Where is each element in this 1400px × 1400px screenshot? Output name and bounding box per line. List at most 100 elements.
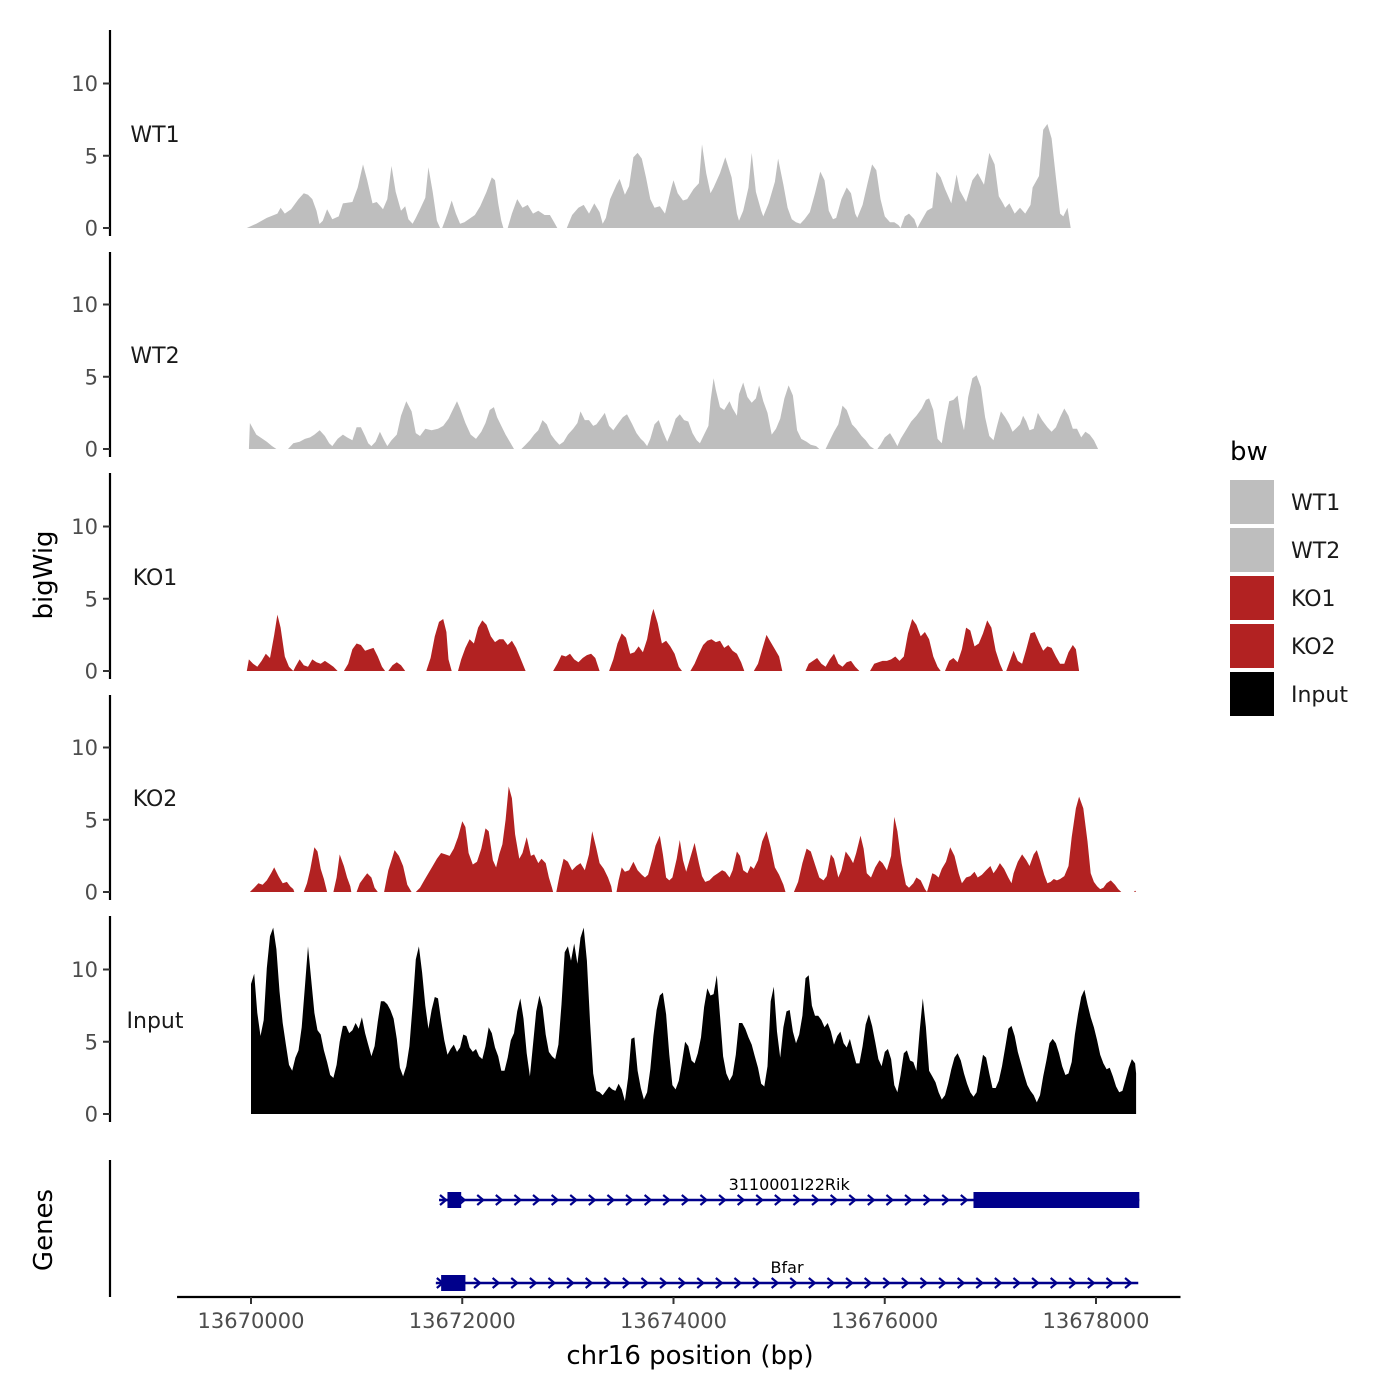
strand-arrow [529, 1277, 538, 1289]
gene-exon [973, 1192, 1140, 1208]
track-label: Input [127, 1009, 184, 1034]
y-tick-label: 0 [85, 660, 98, 684]
legend-label: KO2 [1291, 635, 1336, 660]
strand-arrow [662, 1194, 671, 1206]
strand-arrow [643, 1194, 653, 1206]
strand-arrow [848, 1194, 857, 1206]
strand-arrow [677, 1277, 687, 1289]
strand-arrow [625, 1194, 634, 1206]
y-axis-title: bigWig [29, 530, 59, 619]
y-tick-label: 0 [85, 217, 98, 241]
signal-area-input [251, 927, 1137, 1114]
tracks-layer: 0 5 10 WT1 0 5 10 WT2 0 5 10 KO1 0 5 10 KO2 0 5 10 Input [71, 30, 1137, 1127]
x-tick-label: 13674000 [620, 1309, 727, 1333]
strand-arrow [863, 1277, 873, 1289]
strand-arrow [885, 1194, 895, 1206]
track-wt1: 0 5 10 WT1 [71, 30, 1071, 241]
x-axis: 13670000 13672000 13674000 13676000 13678000 [177, 1295, 1181, 1333]
strand-arrow [811, 1194, 820, 1206]
strand-arrow [941, 1194, 950, 1206]
gene-exon [447, 1192, 462, 1208]
track-ko2: 0 5 10 KO2 [71, 695, 1137, 905]
strand-arrow [566, 1277, 575, 1289]
strand-arrow [919, 1277, 929, 1289]
strand-arrow [792, 1194, 802, 1206]
legend-title: bw [1230, 437, 1268, 467]
gene-bfar: Bfar [435, 1258, 1139, 1291]
strand-arrow [603, 1277, 612, 1289]
strand-arrow [826, 1277, 836, 1289]
strand-arrow [491, 1277, 501, 1289]
strand-arrow [882, 1277, 891, 1289]
gene-exon [441, 1275, 466, 1291]
strand-arrow [659, 1277, 668, 1289]
legend: bw WT1 WT2 KO1 KO2 Input [1230, 437, 1348, 716]
strand-arrow [640, 1277, 650, 1289]
strand-arrow [550, 1194, 560, 1206]
strand-arrow [1068, 1277, 1077, 1289]
y-tick-label: 10 [71, 72, 98, 96]
y-tick-label: 5 [85, 144, 98, 168]
strand-arrow [699, 1194, 709, 1206]
strand-arrow [960, 1194, 969, 1206]
strand-arrow [845, 1277, 854, 1289]
strand-arrow [975, 1277, 984, 1289]
strand-arrow [1105, 1277, 1115, 1289]
strand-arrow [1124, 1277, 1133, 1289]
signal-area-ko1 [246, 608, 1080, 671]
y-tick-label: 0 [85, 881, 98, 905]
strand-arrow [513, 1194, 523, 1206]
strand-arrow [718, 1194, 727, 1206]
strand-arrow [696, 1277, 705, 1289]
track-label: WT1 [130, 123, 179, 148]
strand-arrow [1087, 1277, 1096, 1289]
legend-label: WT2 [1291, 539, 1340, 564]
legend-key-ko2 [1230, 624, 1274, 668]
y-tick-label: 0 [85, 438, 98, 462]
strand-arrow [588, 1194, 597, 1206]
track-ko1: 0 5 10 KO1 [71, 473, 1080, 684]
strand-arrow [904, 1194, 913, 1206]
y-tick-label: 5 [85, 808, 98, 832]
y-tick-label: 10 [71, 293, 98, 317]
y-tick-label: 10 [71, 958, 98, 982]
y-tick-label: 10 [71, 736, 98, 760]
strand-arrow [439, 1194, 448, 1206]
strand-arrow [569, 1194, 578, 1206]
strand-arrow [495, 1194, 504, 1206]
gene-3110001i22rik: 3110001I22Rik [439, 1175, 1140, 1208]
strand-arrow [1049, 1277, 1059, 1289]
gene-label: 3110001I22Rik [729, 1175, 851, 1194]
signal-area-wt2 [248, 375, 1099, 449]
legend-key-ko1 [1230, 576, 1274, 620]
strand-arrow [755, 1194, 764, 1206]
strand-arrow [606, 1194, 616, 1206]
strand-arrow [752, 1277, 761, 1289]
y-tick-label: 0 [85, 1103, 98, 1127]
genes-axis-title: Genes [29, 1189, 59, 1271]
track-label: KO2 [133, 787, 178, 812]
legend-label: WT1 [1291, 491, 1340, 516]
x-tick-label: 13672000 [409, 1309, 516, 1333]
strand-arrow [547, 1277, 557, 1289]
track-label: WT2 [130, 344, 179, 369]
x-tick-label: 13678000 [1043, 1309, 1150, 1333]
strand-arrow [994, 1277, 1003, 1289]
strand-arrow [956, 1277, 966, 1289]
strand-arrow [473, 1277, 482, 1289]
strand-arrow [808, 1277, 817, 1289]
strand-arrow [867, 1194, 876, 1206]
legend-label: KO1 [1291, 587, 1336, 612]
signal-area-ko2 [249, 786, 1137, 892]
track-wt2: 0 5 10 WT2 [71, 252, 1099, 462]
strand-arrow [901, 1277, 910, 1289]
strand-arrow [715, 1277, 724, 1289]
legend-label: Input [1291, 683, 1348, 708]
strand-arrow [1012, 1277, 1022, 1289]
strand-arrow [774, 1194, 783, 1206]
strand-arrow [584, 1277, 594, 1289]
track-input: 0 5 10 Input [71, 916, 1137, 1127]
strand-arrow [922, 1194, 932, 1206]
strand-arrow [733, 1277, 743, 1289]
strand-arrow [510, 1277, 519, 1289]
